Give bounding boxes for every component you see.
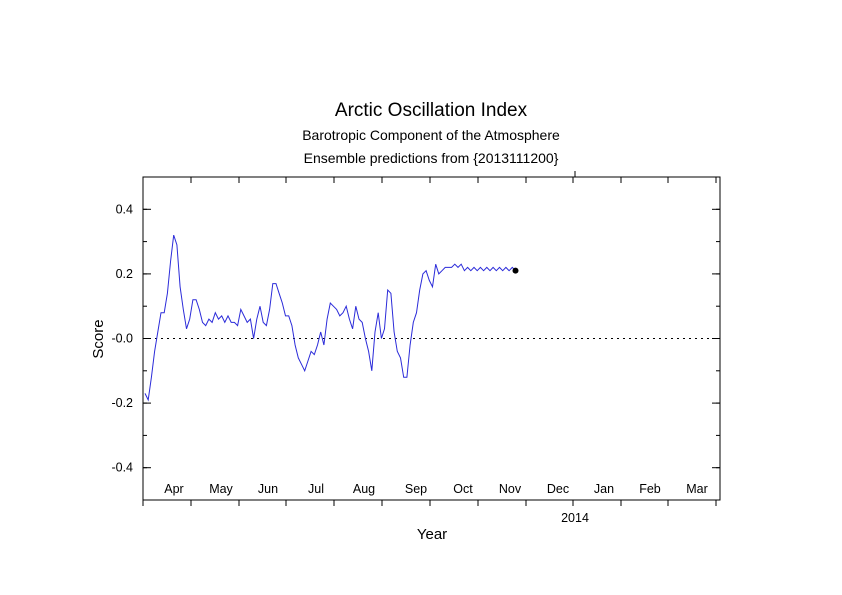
x-year-label: 2014 (561, 511, 589, 525)
x-month-label: Oct (453, 482, 473, 496)
x-month-label: Apr (164, 482, 183, 496)
x-month-label: Jan (594, 482, 614, 496)
y-tick-label: -0.4 (111, 461, 133, 475)
x-month-label: Aug (353, 482, 375, 496)
chart-subtitle-1: Barotropic Component of the Atmosphere (302, 127, 560, 143)
x-month-label: Nov (499, 482, 522, 496)
x-axis-label: Year (416, 526, 448, 543)
x-month-label: May (209, 482, 233, 496)
chart-subtitle-2: Ensemble predictions from {2013111200} (303, 150, 559, 166)
x-month-label: Sep (405, 482, 427, 496)
observed-series-line (144, 234, 516, 402)
x-month-label: Mar (686, 482, 708, 496)
x-month-label: Dec (547, 482, 569, 496)
y-tick-label: 0.2 (116, 267, 133, 281)
y-tick-label: 0.4 (116, 202, 133, 216)
y-tick-label: -0.0 (111, 332, 133, 346)
x-month-label: Jun (258, 482, 278, 496)
y-tick-label: -0.2 (111, 396, 133, 410)
y-axis-label: Score (90, 319, 107, 359)
x-month-label: Jul (308, 482, 324, 496)
chart-title: Arctic Oscillation Index (334, 100, 528, 121)
forecast-start-point (512, 267, 519, 274)
x-month-label: Feb (639, 482, 661, 496)
